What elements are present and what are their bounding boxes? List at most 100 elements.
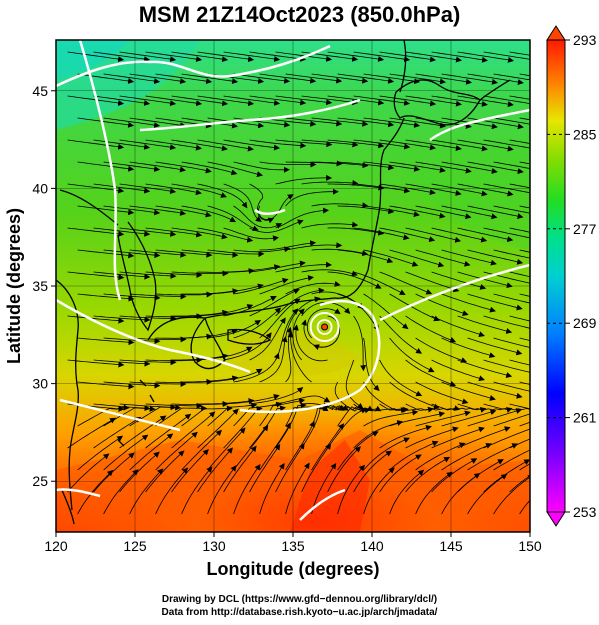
streamline	[285, 73, 343, 84]
streamline	[103, 469, 139, 515]
streamline	[493, 205, 530, 214]
streamline	[301, 139, 359, 148]
streamline	[519, 381, 530, 385]
streamline	[145, 51, 203, 63]
streamline	[327, 51, 385, 62]
streamline	[431, 227, 488, 243]
streamline	[327, 227, 385, 236]
streamline	[519, 73, 530, 77]
y-tick-label: 35	[32, 278, 48, 294]
streamline	[103, 205, 161, 216]
streamline	[103, 117, 161, 129]
streamline	[493, 381, 530, 392]
streamline	[493, 293, 530, 304]
streamline	[457, 271, 513, 289]
streamline	[285, 117, 343, 127]
streamline	[93, 139, 151, 150]
streamline	[493, 73, 530, 81]
colorbar-tick-label: 269	[573, 315, 597, 331]
streamline	[93, 51, 151, 63]
page-title: MSM 21Z14Oct2023 (850.0hPa)	[138, 2, 461, 27]
colorbar-tick-label: 253	[573, 504, 597, 520]
streamline	[77, 381, 135, 390]
streamline	[353, 139, 411, 150]
streamline	[67, 315, 125, 324]
streamline	[301, 443, 332, 493]
streamline	[379, 51, 436, 63]
streamline	[207, 402, 258, 427]
streamline	[233, 463, 261, 515]
streamline	[285, 242, 343, 251]
streamline	[67, 95, 125, 106]
streamline	[337, 249, 394, 264]
streamline	[405, 456, 451, 493]
streamline	[259, 161, 317, 168]
streamline	[483, 403, 530, 411]
streamline	[441, 249, 497, 266]
x-tick-label: 135	[281, 538, 305, 554]
streamline	[467, 381, 523, 399]
streamline	[223, 95, 281, 106]
streamline	[493, 249, 530, 259]
streamline	[223, 394, 280, 405]
x-tick-label: 130	[202, 538, 226, 554]
streamline	[197, 139, 254, 152]
streamline	[145, 313, 203, 320]
y-tick-label: 25	[32, 473, 48, 489]
streamline	[129, 468, 164, 515]
streamline	[457, 315, 513, 334]
streamline	[77, 293, 135, 302]
streamline	[77, 161, 135, 172]
streamline	[493, 413, 530, 427]
streamline	[129, 117, 187, 129]
streamline	[275, 207, 330, 229]
streamline	[467, 73, 524, 86]
streamline	[353, 95, 411, 106]
streamline	[405, 403, 461, 411]
streamline	[181, 161, 238, 176]
streamline	[233, 246, 291, 253]
streamline	[519, 421, 530, 427]
streamline	[103, 161, 161, 172]
streamline	[405, 315, 457, 343]
streamline	[363, 293, 409, 330]
streamline	[155, 378, 213, 385]
streamline	[77, 404, 130, 427]
streamline	[67, 359, 125, 368]
streamline	[457, 359, 513, 378]
streamline	[145, 271, 203, 278]
streamline	[379, 271, 433, 295]
streamline	[337, 205, 395, 215]
streamline	[93, 271, 151, 280]
streamline	[493, 117, 530, 125]
streamline	[509, 183, 530, 189]
streamline	[379, 359, 423, 397]
streamline	[519, 205, 530, 209]
streamline	[457, 183, 514, 197]
x-tick-label: 120	[44, 538, 68, 554]
streamline	[171, 309, 229, 317]
streamline	[519, 499, 530, 515]
streamline	[223, 264, 281, 273]
colorbar: 253 261 269 277 285 293	[546, 25, 597, 527]
streamline	[467, 473, 508, 515]
streamline	[415, 410, 471, 427]
streamline	[129, 161, 186, 173]
streamline	[311, 404, 345, 427]
streamline	[285, 160, 343, 167]
streamline	[171, 411, 216, 449]
streamline	[509, 315, 530, 322]
streamline	[379, 139, 436, 151]
streamline	[301, 319, 338, 348]
streamline	[415, 161, 472, 174]
streamline	[363, 73, 421, 85]
streamline	[275, 395, 331, 405]
streamline	[223, 183, 262, 222]
streamline	[119, 227, 177, 237]
streamline	[275, 308, 299, 361]
streamline	[77, 249, 135, 259]
streamline	[233, 307, 282, 339]
streamline	[233, 73, 291, 84]
streamline	[441, 473, 481, 515]
streamline	[233, 161, 290, 173]
